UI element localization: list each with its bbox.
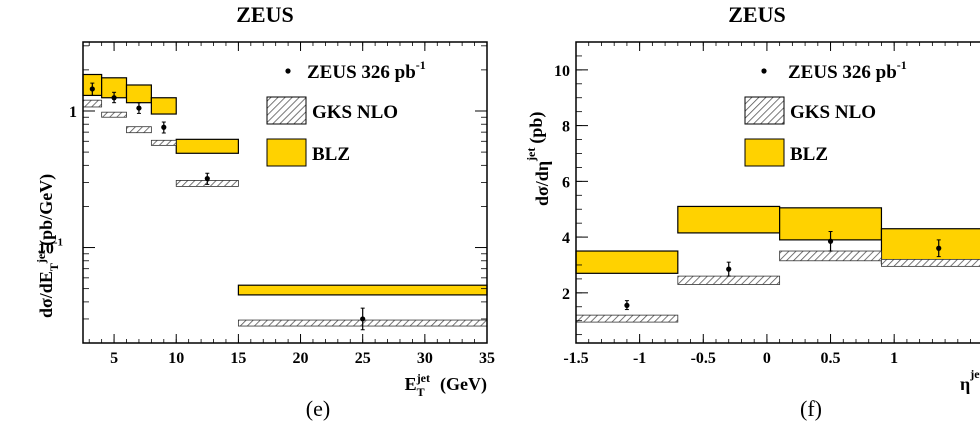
x-tick-label: 20 xyxy=(293,350,309,367)
panel-e-legend: ZEUS 326 pb-1 GKS NLO BLZ xyxy=(266,58,426,167)
blz-band xyxy=(880,228,980,265)
x-tick-label: 30 xyxy=(417,350,433,367)
nlo-band xyxy=(150,139,177,146)
panel-e: ZEUS 5 10 15 20 25 30 35 1 10-1 dσ/dETjet(pb/Ge… xyxy=(34,2,495,421)
panel-f-plot-area xyxy=(575,205,980,323)
data-marker xyxy=(89,86,95,92)
blz-band xyxy=(237,284,488,296)
panel-f-title: ZEUS xyxy=(728,2,785,27)
x-tick-label: 10 xyxy=(168,350,184,367)
data-point xyxy=(726,261,732,277)
data-marker xyxy=(111,95,117,101)
legend-data-marker xyxy=(761,68,767,74)
y-tick-label: 10-1 xyxy=(38,237,63,258)
x-tick-label: 0 xyxy=(763,350,771,367)
panel-e-x-axis-label: ETjet (GeV) xyxy=(405,371,487,399)
panel-e-y-ticks: 1 10-1 xyxy=(38,45,487,344)
y-tick-label: 8 xyxy=(562,119,570,136)
y-tick-label: 6 xyxy=(562,174,570,191)
data-marker xyxy=(161,124,167,130)
nlo-band xyxy=(126,126,152,134)
panel-f-y-ticks: 2 4 6 8 10 xyxy=(554,41,588,336)
nlo-band xyxy=(881,258,980,267)
x-tick-label: 5 xyxy=(110,350,118,367)
data-point xyxy=(111,91,117,104)
legend-nlo-label: GKS NLO xyxy=(790,102,876,123)
panel-f-label: (f) xyxy=(800,396,822,421)
y-tick-label: 10 xyxy=(554,63,570,80)
data-point xyxy=(204,172,210,185)
nlo-band xyxy=(575,314,679,323)
panel-e-y-axis-label: dσ/dETjet(pb/GeV) xyxy=(34,174,61,318)
blz-band xyxy=(125,84,152,104)
legend-nlo-label: GKS NLO xyxy=(312,102,398,123)
panel-f-x-ticks: -1.5 -1 -0.5 0 0.5 1 xyxy=(563,42,971,367)
x-tick-label: 25 xyxy=(355,350,371,367)
blz-band xyxy=(575,250,679,274)
legend-nlo-swatch xyxy=(744,96,785,125)
data-marker xyxy=(136,105,142,111)
data-point xyxy=(827,231,834,252)
panel-e-frame xyxy=(82,41,488,344)
x-tick-label: 15 xyxy=(230,350,246,367)
x-tick-label: -1 xyxy=(633,350,646,367)
x-tick-label: 1 xyxy=(890,350,898,367)
data-point xyxy=(624,300,630,311)
data-point xyxy=(89,82,95,96)
x-tick-label: 35 xyxy=(479,350,495,367)
data-marker xyxy=(827,238,834,244)
nlo-band xyxy=(101,111,127,118)
legend-nlo-swatch xyxy=(266,96,307,125)
blz-band xyxy=(677,205,781,234)
nlo-band xyxy=(779,250,882,262)
blz-band xyxy=(175,138,239,154)
panel-e-x-ticks: 5 10 15 20 25 30 35 xyxy=(88,42,495,367)
panel-e-title: ZEUS xyxy=(236,2,293,27)
legend-data-label: ZEUS 326 pb-1 xyxy=(788,58,907,83)
legend-data-label: ZEUS 326 pb-1 xyxy=(307,58,426,83)
legend-blz-label: BLZ xyxy=(312,144,350,165)
panel-f-legend: ZEUS 326 pb-1 GKS NLO BLZ xyxy=(744,58,907,167)
legend-blz-label: BLZ xyxy=(790,144,828,165)
panel-f-frame xyxy=(575,41,980,344)
panel-f-x-axis-label: ηjet xyxy=(960,367,980,394)
nlo-band xyxy=(82,99,103,108)
legend-blz-swatch xyxy=(744,138,785,167)
y-tick-label: 4 xyxy=(562,230,570,247)
nlo-band xyxy=(677,275,781,285)
panel-f: ZEUS -1.5 -1 -0.5 0 0.5 1 2 4 6 8 10 dσ/dηjet(pb)… xyxy=(524,2,980,421)
blz-band xyxy=(150,97,177,115)
panel-e-plot-area xyxy=(82,73,488,331)
data-marker xyxy=(624,302,630,308)
panel-f-y-axis-label: dσ/dηjet(pb) xyxy=(524,112,552,206)
data-marker xyxy=(936,245,942,251)
x-tick-label: -0.5 xyxy=(691,350,716,367)
data-marker xyxy=(204,175,210,182)
y-tick-label: 1 xyxy=(69,104,77,121)
data-marker xyxy=(360,316,366,322)
data-point xyxy=(936,239,942,258)
legend-blz-swatch xyxy=(266,138,307,167)
x-tick-label: 0.5 xyxy=(821,350,841,367)
y-tick-label: 2 xyxy=(562,286,570,303)
data-point xyxy=(136,102,142,114)
data-marker xyxy=(726,266,732,272)
data-point xyxy=(360,307,366,331)
x-tick-label: -1.5 xyxy=(563,350,588,367)
legend-data-marker xyxy=(285,68,291,74)
panel-e-label: (e) xyxy=(306,396,330,421)
data-point xyxy=(161,121,167,134)
